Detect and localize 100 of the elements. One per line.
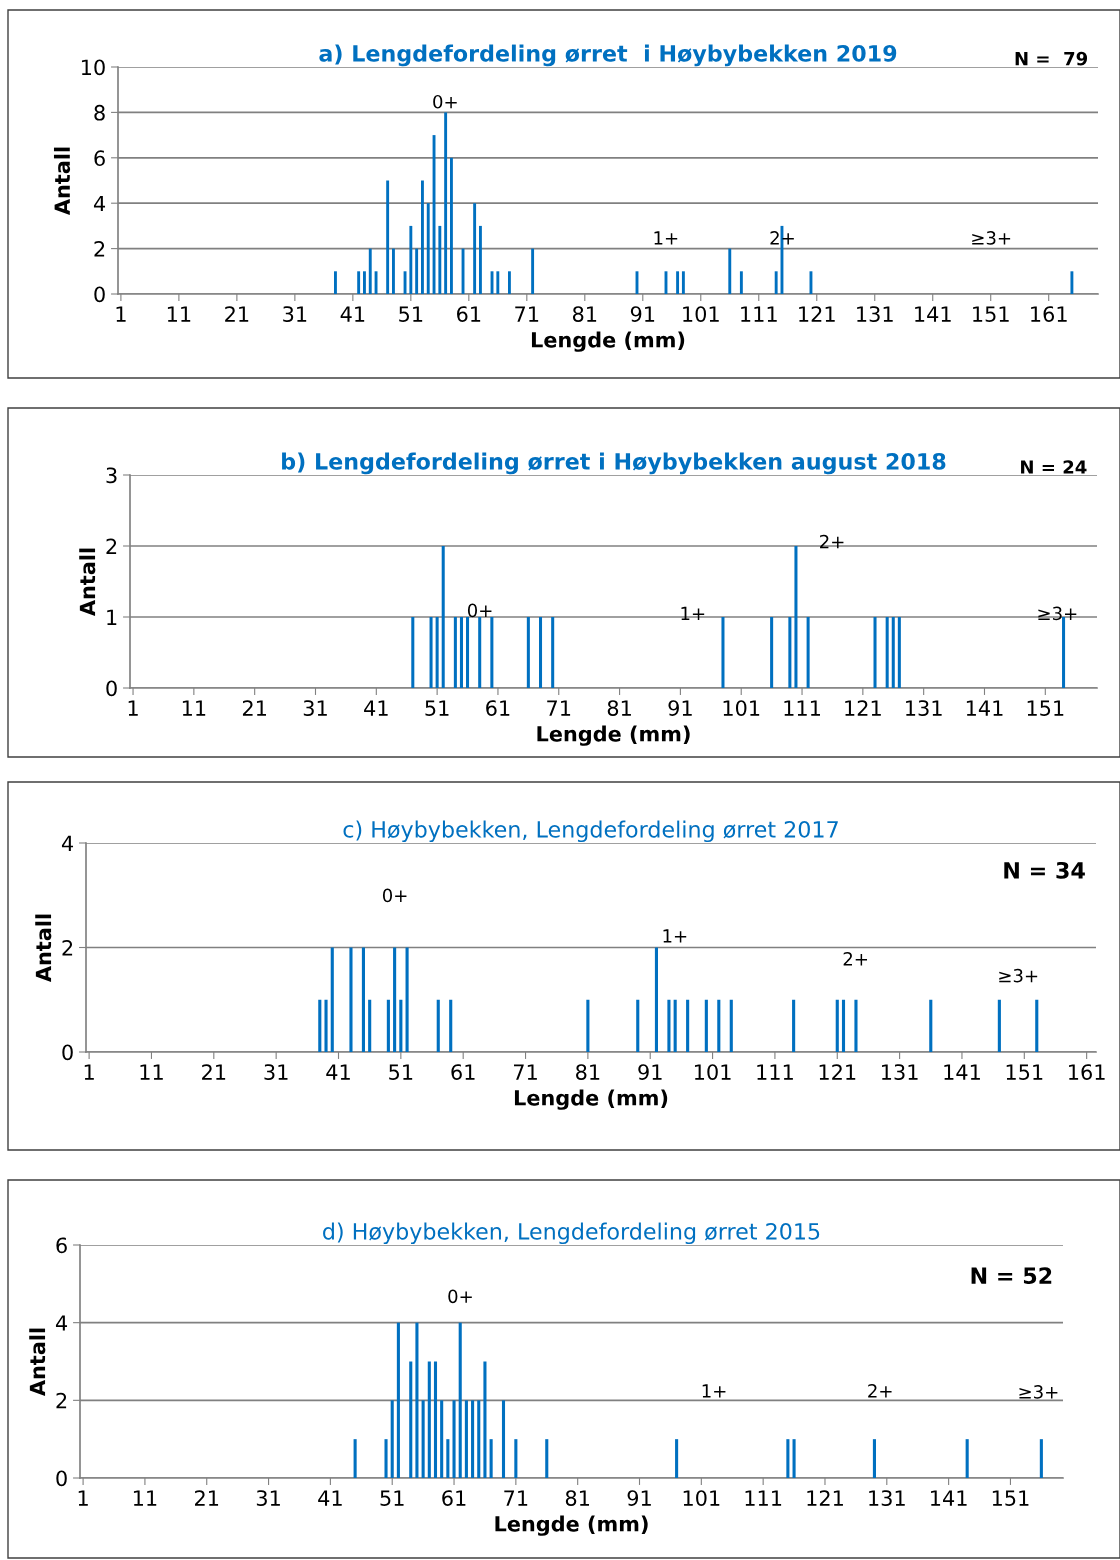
y-tick-label: 2 — [62, 939, 73, 956]
bar — [357, 271, 361, 294]
x-tick-label: 1 — [78, 1490, 88, 1506]
bar — [363, 271, 366, 294]
bar — [1070, 271, 1074, 294]
y-tick-label: 6 — [56, 1237, 67, 1254]
x-tick-label: 71 — [547, 700, 571, 716]
x-tick-label: 111 — [757, 1064, 793, 1080]
x-tick-label: 71 — [515, 306, 539, 322]
x-tick-label: 41 — [364, 700, 388, 716]
y-axis-title: Antall — [53, 147, 71, 216]
x-tick-label: 141 — [944, 1064, 980, 1080]
x-tick-label: 91 — [630, 306, 655, 322]
x-tick-label: 41 — [326, 1064, 350, 1080]
x-tick-label: 21 — [195, 1490, 219, 1506]
annotation: 2+ — [868, 1384, 892, 1398]
x-tick-label: 31 — [264, 1064, 288, 1080]
x-tick-label: 11 — [133, 1490, 157, 1506]
bar — [396, 1322, 400, 1478]
y-axis-title: Antall — [29, 1328, 46, 1397]
bar — [675, 1439, 679, 1478]
y-tick-label: 1 — [107, 609, 117, 625]
x-tick-label: 31 — [283, 306, 307, 322]
x-tick-label: 151 — [973, 306, 1009, 322]
bar — [501, 1400, 506, 1478]
x-tick-label: 21 — [225, 306, 249, 322]
x-tick-label: 61 — [451, 1064, 475, 1080]
x-tick-label: 151 — [992, 1490, 1029, 1506]
x-axis-title: Lengde (mm) — [537, 725, 690, 746]
annotation: ≥3+ — [1019, 1385, 1058, 1399]
annotation: ≥3+ — [1038, 606, 1077, 621]
bar — [334, 271, 337, 294]
bar — [786, 1439, 790, 1478]
x-tick-label: 111 — [745, 1490, 782, 1506]
x-tick-label: 121 — [799, 306, 835, 322]
chart-title: d) Høybybekken, Lengdefordeling ørret 2015 — [323, 1222, 820, 1245]
bar — [426, 203, 430, 294]
text: N = 79 — [1015, 51, 1088, 66]
x-tick-label: 31 — [303, 700, 327, 716]
text: N = 24 — [1021, 460, 1087, 474]
bar — [531, 248, 535, 294]
bar — [440, 1400, 444, 1478]
x-tick-label: 131 — [869, 1490, 905, 1506]
x-tick-label: 101 — [683, 1490, 720, 1506]
x-tick-label: 41 — [318, 1490, 342, 1506]
bar — [390, 1400, 394, 1478]
annotation: 0+ — [433, 94, 457, 109]
x-tick-label: 161 — [1031, 306, 1067, 322]
x-tick-label: 1 — [128, 700, 138, 716]
bar — [409, 1361, 413, 1478]
x-tick-label: 21 — [202, 1064, 226, 1080]
y-tick-label: 0 — [94, 286, 105, 303]
x-tick-label: 91 — [627, 1490, 651, 1506]
y-tick-label: 2 — [56, 1392, 67, 1409]
y-axis-title: Antall — [79, 548, 96, 617]
x-tick-label: 131 — [857, 306, 893, 322]
annotation: N = 34 — [1004, 861, 1085, 879]
bar — [452, 1400, 456, 1478]
x-tick-label: 81 — [607, 700, 631, 716]
annotation: ≥3+ — [999, 968, 1038, 983]
x-tick-label: 101 — [723, 700, 760, 716]
annotation: 0+ — [448, 1289, 472, 1304]
x-tick-label: 131 — [882, 1064, 918, 1080]
x-tick-label: 141 — [931, 1490, 967, 1506]
bar — [421, 1400, 425, 1478]
x-tick-label: 91 — [638, 1064, 662, 1080]
bar — [427, 1361, 431, 1478]
y-tick-label: 0 — [62, 1044, 73, 1061]
annotation: 1+ — [654, 231, 678, 245]
x-tick-label: 151 — [1006, 1064, 1043, 1080]
annotation: 1+ — [702, 1384, 726, 1398]
x-tick-label: 11 — [167, 306, 191, 322]
x-tick-label: 81 — [572, 306, 597, 322]
bar — [792, 1439, 796, 1478]
bar — [458, 1322, 462, 1478]
bar — [415, 1322, 419, 1478]
annotation: N = 52 — [971, 1267, 1052, 1285]
bar — [353, 1439, 357, 1478]
x-tick-label: 61 — [457, 306, 481, 322]
bar — [483, 1361, 487, 1478]
bar — [471, 1400, 475, 1478]
bar — [774, 271, 778, 294]
annotation: ≥3+ — [972, 231, 1011, 245]
bar — [489, 1439, 493, 1478]
x-tick-label: 51 — [380, 1490, 404, 1506]
x-tick-label: 161 — [1069, 1064, 1105, 1080]
x-tick-label: 11 — [182, 700, 206, 716]
y-tick-label: 4 — [55, 1315, 68, 1331]
bar — [545, 1439, 549, 1478]
x-tick-label: 71 — [513, 1064, 537, 1080]
bar — [681, 271, 685, 294]
chart-title: c) Høybybekken, Lengdefordeling ørret 2017 — [343, 820, 838, 843]
x-tick-label: 121 — [819, 1064, 856, 1080]
bar — [386, 180, 390, 294]
x-tick-label: 81 — [565, 1490, 590, 1506]
y-tick-label: 0 — [56, 1470, 67, 1487]
bar — [391, 248, 395, 294]
bar — [464, 1400, 468, 1478]
x-tick-label: 51 — [389, 1064, 413, 1080]
x-tick-label: 51 — [399, 306, 423, 322]
